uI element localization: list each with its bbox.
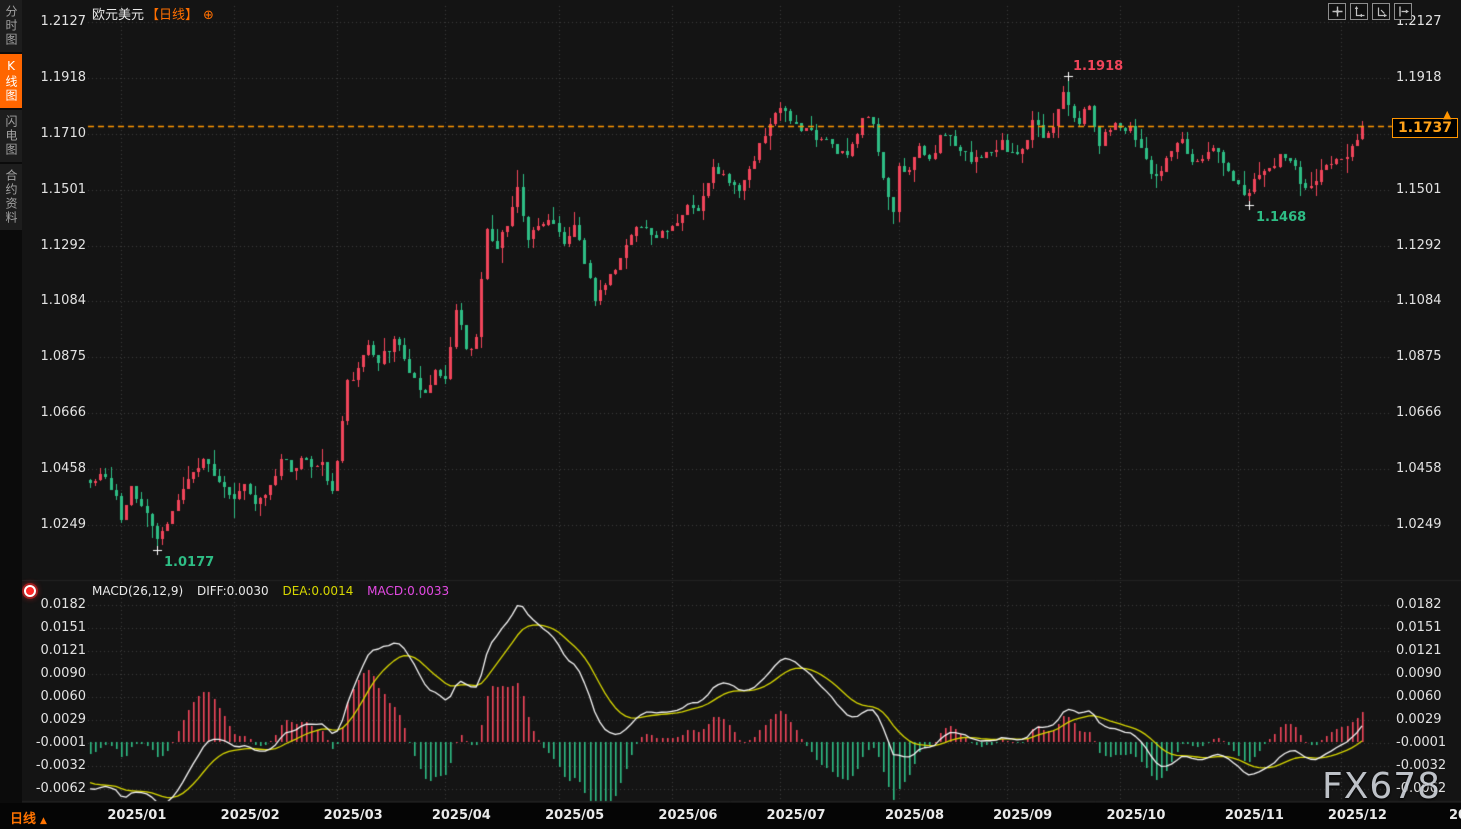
macd-tick-label: -0.0001 xyxy=(1396,734,1447,750)
price-tick-label: 1.1918 xyxy=(1396,69,1442,85)
axis-scale-vertical-icon xyxy=(1354,6,1364,17)
month-label-partial: 2026/01 xyxy=(1449,808,1461,823)
price-tick-label: 1.1292 xyxy=(1396,237,1442,253)
current-price-label: 1.1737 xyxy=(1392,118,1458,138)
macd-tick-label: 0.0060 xyxy=(40,688,87,704)
macd-tick-label: -0.0032 xyxy=(35,758,86,774)
scroll-to-latest-button[interactable] xyxy=(1394,3,1412,20)
time-axis-bar: 日线 ▲ 2025/01 2025/02 2025/03 2025/04 2025/05 2… xyxy=(0,803,1461,829)
crosshair-button[interactable] xyxy=(1328,3,1346,20)
month-label: 2025/02 xyxy=(220,808,280,823)
arrow-to-right-edge-icon xyxy=(1398,6,1409,17)
macd-readout: MACD(26,12,9) DIFF:0.0030 DEA:0.0014 MAC… xyxy=(92,584,459,598)
month-label: 2025/08 xyxy=(885,808,945,823)
price-tick-label: 1.0458 xyxy=(40,460,87,476)
indicator-alert-icon[interactable] xyxy=(24,585,36,597)
axis-scale-horizontal-icon xyxy=(1377,7,1387,17)
price-tick-label: 1.0458 xyxy=(1396,460,1442,476)
symbol-title: 欧元美元 xyxy=(92,8,145,23)
macd-dea-value: DEA:0.0014 xyxy=(282,584,354,598)
macd-tick-label: 0.0151 xyxy=(40,620,87,636)
price-annotation-low: 1.1468 xyxy=(1256,210,1307,225)
auto-scale-time-button[interactable] xyxy=(1372,3,1390,20)
macd-tick-label: 0.0060 xyxy=(1396,688,1442,704)
month-label: 2025/04 xyxy=(431,808,491,823)
price-annotation-low: 1.0177 xyxy=(164,555,215,570)
price-tick-label: 1.0666 xyxy=(40,405,87,421)
price-tick-label: 1.0249 xyxy=(40,516,87,532)
macd-tick-label: 0.0151 xyxy=(1396,620,1442,636)
macd-tick-label: 0.0182 xyxy=(1396,596,1442,612)
price-tick-label: 1.0875 xyxy=(40,349,87,365)
triangle-up-icon: ▲ xyxy=(40,816,47,826)
macd-tick-label: 0.0029 xyxy=(1396,712,1442,728)
price-tick-label: 1.0249 xyxy=(1396,516,1442,532)
month-label: 2025/10 xyxy=(1106,808,1166,823)
macd-hist-value: MACD:0.0033 xyxy=(367,584,450,598)
month-label: 2025/06 xyxy=(658,808,718,823)
month-label: 2025/01 xyxy=(107,808,167,823)
price-tick-label: 1.0666 xyxy=(1396,405,1442,421)
macd-diff-value: DIFF:0.0030 xyxy=(196,584,269,598)
gear-icon[interactable]: ⊕ xyxy=(203,8,214,23)
macd-tick-label: -0.0062 xyxy=(1396,780,1447,796)
sidebar-item-contract-info[interactable]: 合约资料 xyxy=(0,164,22,230)
price-tick-label: 1.1084 xyxy=(40,293,87,309)
macd-tick-label: 0.0121 xyxy=(40,642,87,658)
macd-tick-label: -0.0062 xyxy=(35,780,86,796)
macd-tick-label: -0.0032 xyxy=(1396,758,1447,774)
period-badge: 【日线】 xyxy=(146,8,199,23)
price-up-marker-icon: ▲ xyxy=(1443,108,1452,121)
macd-tick-label: 0.0090 xyxy=(40,666,87,682)
price-tick-label: 1.1501 xyxy=(40,181,87,197)
month-label: 2025/09 xyxy=(993,808,1053,823)
month-label: 2025/07 xyxy=(766,808,826,823)
month-label: 2025/05 xyxy=(545,808,605,823)
month-label: 2025/03 xyxy=(323,808,383,823)
crosshair-icon xyxy=(1332,6,1342,17)
price-tick-label: 1.1710 xyxy=(40,125,87,141)
month-label: 2025/11 xyxy=(1224,808,1284,823)
macd-tick-label: 0.0182 xyxy=(40,596,87,612)
watermark: FX678 xyxy=(1322,766,1442,807)
macd-tick-label: 0.0121 xyxy=(1396,642,1442,658)
price-tick-label: 1.2127 xyxy=(40,14,87,29)
price-tick-label: 1.1918 xyxy=(40,69,87,85)
sidebar-item-candle-chart[interactable]: K线图 xyxy=(0,54,22,108)
macd-tick-label: 0.0090 xyxy=(1396,666,1442,682)
chart-toolbar xyxy=(1328,3,1412,20)
sidebar-item-lightning-chart[interactable]: 闪电图 xyxy=(0,110,22,162)
macd-tick-label: 0.0029 xyxy=(40,712,87,728)
period-selector[interactable]: 日线 ▲ xyxy=(10,808,47,827)
price-tick-label: 1.0875 xyxy=(1396,349,1442,365)
price-tick-label: 1.1084 xyxy=(1396,293,1442,309)
period-selector-label: 日线 xyxy=(10,812,37,827)
auto-scale-price-button[interactable] xyxy=(1350,3,1368,20)
price-tick-label: 1.1501 xyxy=(1396,181,1442,197)
chart-header: 欧元美元 【日线】 ⊕ xyxy=(92,4,214,23)
sidebar-item-timeline-chart[interactable]: 分时图 xyxy=(0,0,22,52)
macd-tick-label: -0.0001 xyxy=(35,734,86,750)
month-label: 2025/12 xyxy=(1327,808,1387,823)
macd-name-label: MACD(26,12,9) xyxy=(92,584,184,598)
price-tick-label: 1.1292 xyxy=(40,237,87,253)
price-annotation-high: 1.1918 xyxy=(1073,59,1124,74)
sidebar: 分时图 K线图 闪电图 合约资料 xyxy=(0,0,22,803)
